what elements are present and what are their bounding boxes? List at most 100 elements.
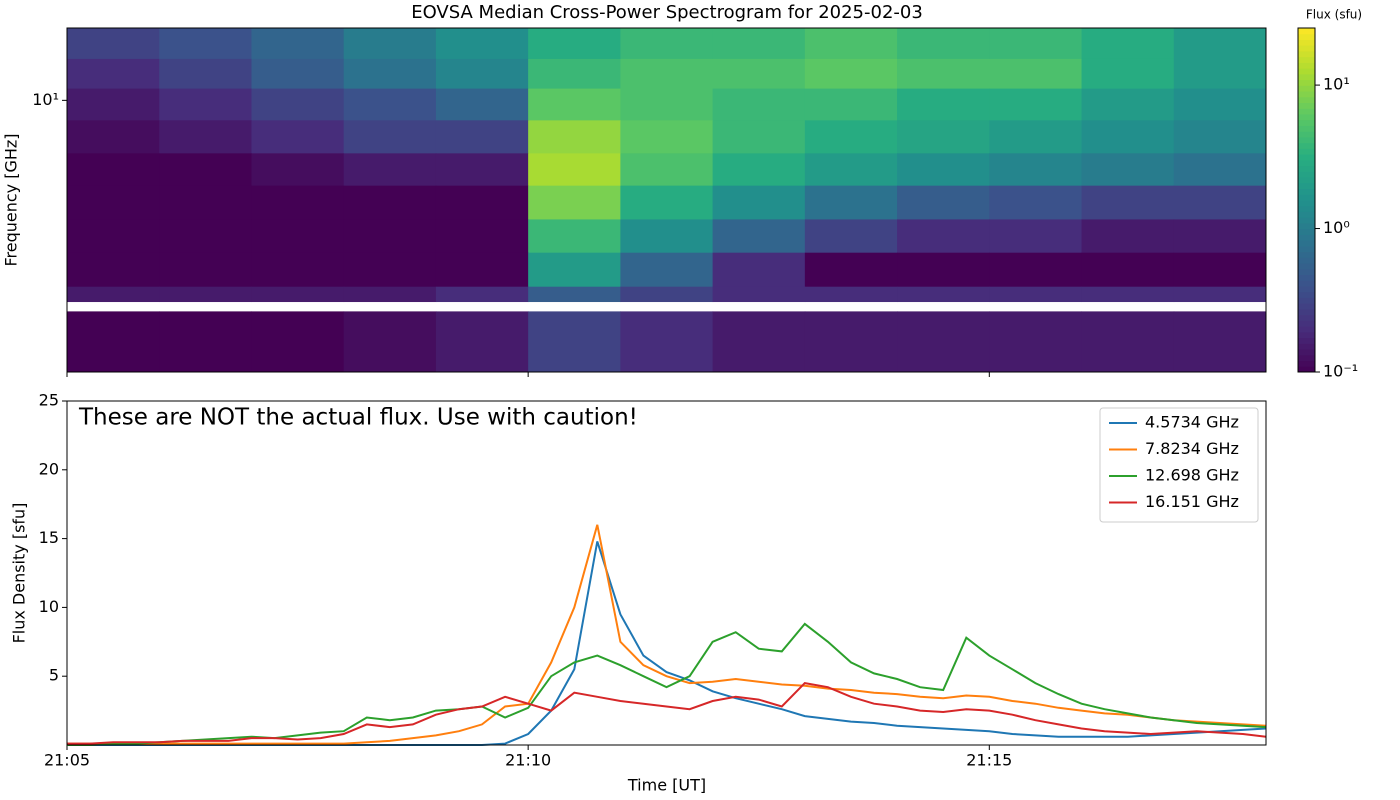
heatmap-cell (343, 120, 437, 154)
heatmap-cell (989, 286, 1083, 303)
heatmap-cell (343, 28, 437, 60)
colorbar-segment (1298, 326, 1315, 333)
heatmap-cell (897, 286, 990, 303)
heatmap-cell (435, 153, 529, 187)
heatmap-cell (67, 88, 160, 121)
colorbar-segment (1298, 205, 1315, 212)
heatmap-cell (251, 311, 345, 373)
heatmap-cell (528, 88, 621, 121)
line-series (67, 682, 1267, 745)
heatmap-cell (528, 153, 621, 187)
colorbar-segment (1298, 188, 1315, 195)
heatmap-cell (1081, 219, 1175, 254)
colorbar-segment (1298, 245, 1315, 253)
colorbar-segment (1298, 343, 1315, 350)
colorbar-segment (1298, 257, 1315, 264)
heatmap-cell (435, 311, 529, 373)
heatmap-cell (1173, 153, 1267, 187)
heatmap-cell (528, 311, 621, 373)
heatmap-cell (1081, 28, 1175, 60)
heatmap-cell (712, 286, 806, 303)
heatmap-cell (1081, 185, 1175, 220)
heatmap-cell (159, 311, 252, 373)
heatmap-cell (67, 311, 160, 373)
heatmap-cell (343, 153, 437, 187)
colorbar-segment (1298, 165, 1315, 172)
heatmap-cell (159, 286, 252, 303)
heatmap-cell (620, 185, 714, 220)
colorbar-segment (1298, 68, 1315, 75)
heatmap-cell (620, 286, 714, 303)
colorbar-segment (1298, 360, 1315, 367)
heatmap-cell (67, 185, 160, 220)
colorbar-segment (1298, 331, 1315, 339)
y-tick-label: 25 (39, 391, 59, 410)
heatmap-cell (989, 153, 1083, 187)
heatmap-cell (989, 88, 1083, 121)
chart-title: EOVSA Median Cross-Power Spectrogram for… (411, 2, 923, 23)
colorbar-segment (1298, 234, 1315, 241)
legend-label: 7.8234 GHz (1145, 439, 1239, 458)
heatmap-cell (620, 311, 714, 373)
x-tick-label: 21:15 (966, 751, 1012, 770)
line-series (67, 524, 1267, 745)
colorbar-segment (1298, 314, 1315, 321)
heatmap-cell (435, 28, 529, 60)
heatmap-cell (620, 88, 714, 121)
heatmap-cell (804, 58, 898, 90)
heatmap-cell (897, 58, 990, 90)
heatmap-cell (251, 120, 345, 154)
heatmap-cell (1081, 153, 1175, 187)
heatmap-cell (251, 88, 345, 121)
heatmap-cell (159, 88, 252, 121)
heatmap-cell (435, 120, 529, 154)
heatmap-cell (897, 219, 990, 254)
heatmap-cell (251, 185, 345, 220)
heatmap-cell (620, 28, 714, 60)
heatmap-cell (343, 88, 437, 121)
colorbar-segment (1298, 251, 1315, 258)
heatmap-cell (620, 153, 714, 187)
heatmap-cell (1173, 120, 1267, 154)
x-tick-label: 21:05 (44, 751, 90, 770)
heatmap-cell (159, 185, 252, 220)
colorbar-segment (1298, 148, 1315, 155)
heatmap-cell (435, 286, 529, 303)
colorbar-segment (1298, 217, 1315, 224)
colorbar-tick-label: 10¹ (1323, 75, 1350, 94)
heatmap-cell (528, 28, 621, 60)
annotation: These are NOT the actual flux. Use with … (78, 405, 638, 431)
legend-label: 4.5734 GHz (1145, 413, 1239, 432)
heatmap-cell (251, 28, 345, 60)
heatmap-cell (67, 286, 160, 303)
colorbar-segment (1298, 303, 1315, 310)
colorbar-segment (1298, 85, 1315, 92)
heatmap-cell (343, 58, 437, 90)
heatmap-cell (620, 120, 714, 154)
heatmap-cell (1081, 58, 1175, 90)
heatmap-cell (897, 28, 990, 60)
heatmap-cell (251, 286, 345, 303)
colorbar-segment (1298, 286, 1315, 293)
heatmap-cell (989, 185, 1083, 220)
colorbar-segment (1298, 349, 1315, 356)
colorbar-segment (1298, 73, 1315, 81)
heatmap-cell (1173, 28, 1267, 60)
heatmap-cell (712, 185, 806, 220)
heatmap-cell (435, 58, 529, 90)
heatmap-cell (897, 185, 990, 220)
x-tick-label: 21:10 (505, 751, 551, 770)
heatmap-cell (989, 120, 1083, 154)
heatmap-cell (712, 311, 806, 373)
y-tick-label: 15 (39, 528, 59, 547)
heatmap-cell (804, 252, 898, 288)
colorbar-segment (1298, 291, 1315, 298)
heatmap-cell (804, 311, 898, 373)
colorbar-segment (1298, 62, 1315, 69)
heatmap-cell (67, 252, 160, 288)
heatmap-cell (712, 252, 806, 288)
heatmap-cell (528, 286, 621, 303)
colorbar-segment (1298, 154, 1315, 161)
heatmap-cell (1173, 185, 1267, 220)
